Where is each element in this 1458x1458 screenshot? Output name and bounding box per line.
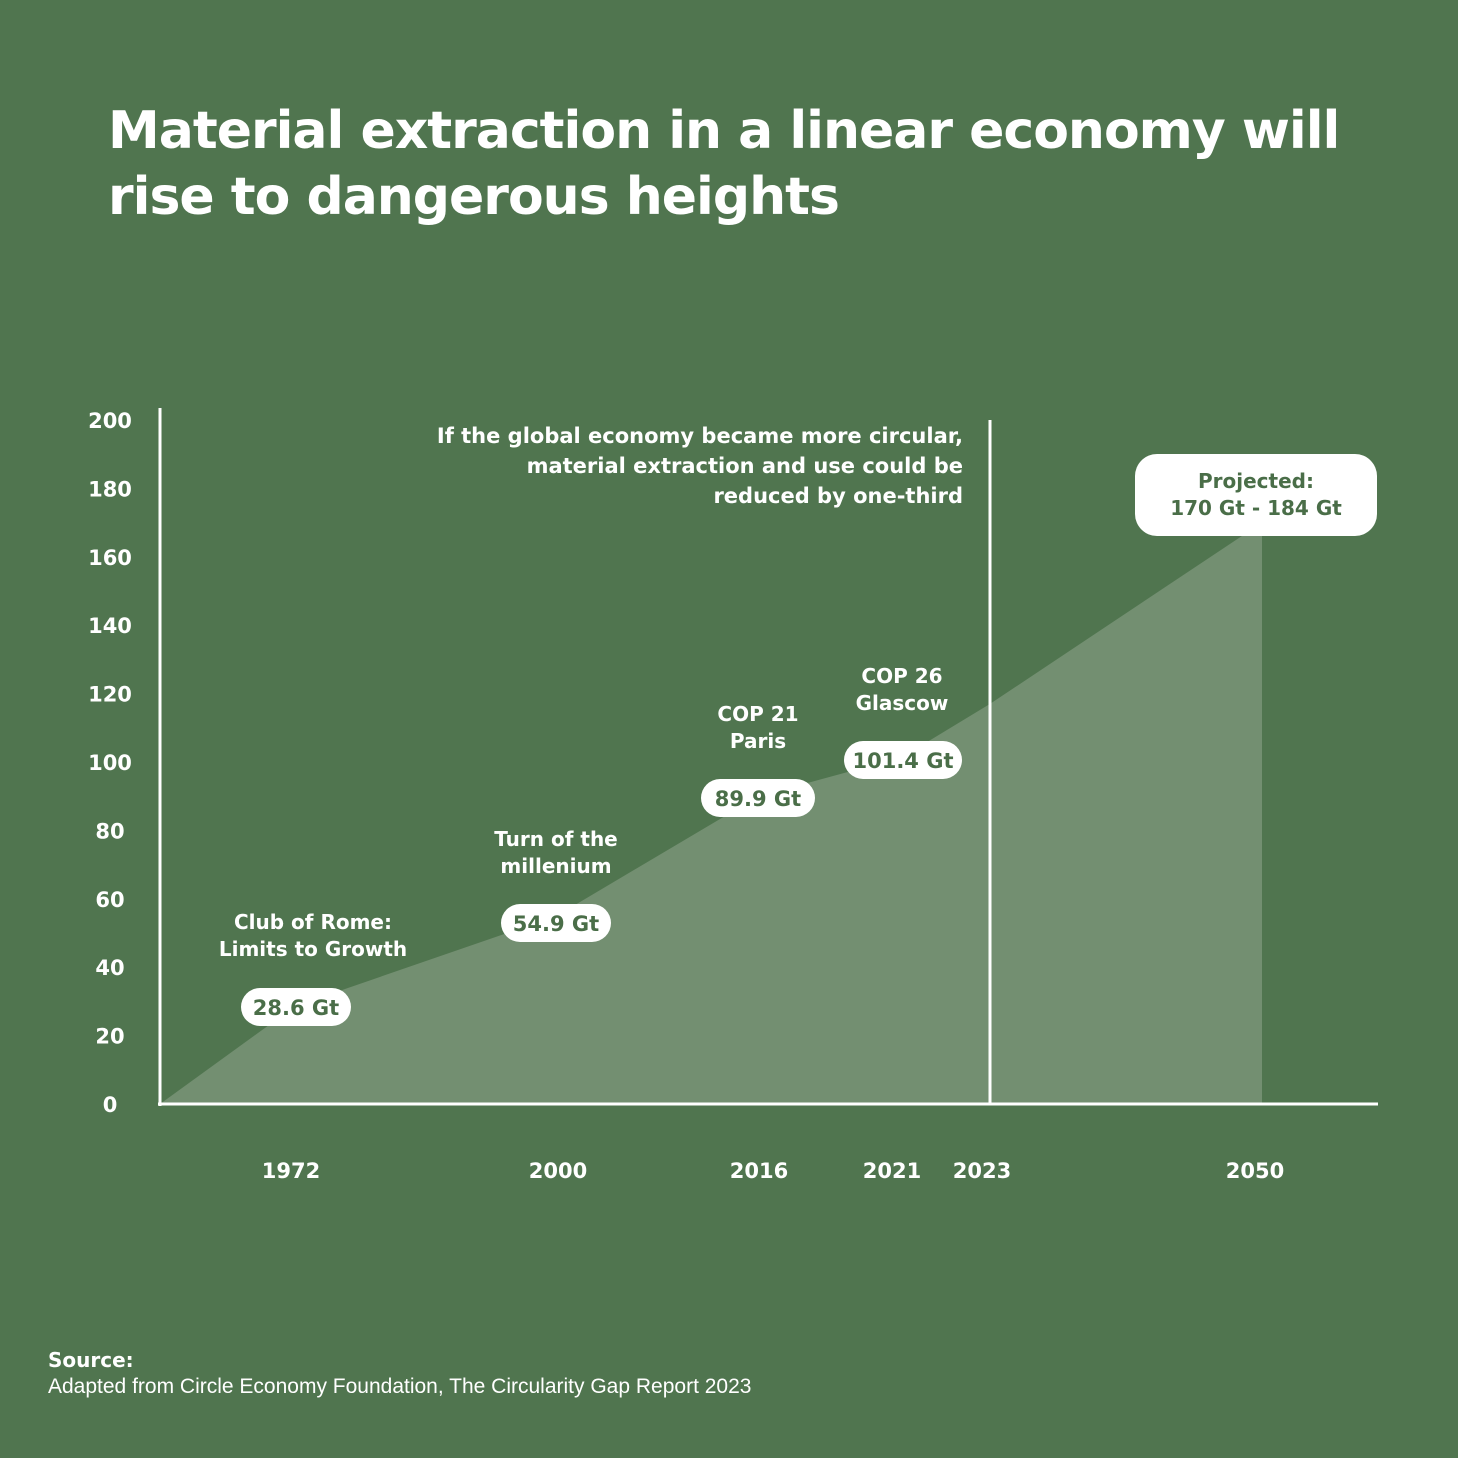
event-label: Club of Rome: xyxy=(234,910,392,934)
source-label: Source: xyxy=(48,1348,134,1372)
event-label: COP 26 xyxy=(861,664,942,688)
projection-label: Projected: xyxy=(1198,469,1314,493)
y-tick-label: 140 xyxy=(88,614,132,638)
x-tick-label: 1972 xyxy=(262,1159,320,1183)
y-tick-label: 40 xyxy=(95,956,124,980)
event-label: millenium xyxy=(500,854,611,878)
event-label: COP 21 xyxy=(717,702,798,726)
value-pill xyxy=(844,741,962,779)
x-tick-label: 2016 xyxy=(730,1159,788,1183)
event-label: Paris xyxy=(730,729,786,753)
value-label: 101.4 Gt xyxy=(852,749,953,773)
page-title: Material extraction in a linear economy … xyxy=(108,101,1340,227)
y-tick-label: 20 xyxy=(95,1025,124,1049)
y-tick-label: 120 xyxy=(88,683,132,707)
value-pill xyxy=(501,904,611,942)
y-tick-label: 200 xyxy=(88,409,132,433)
x-tick-label: 2000 xyxy=(529,1159,587,1183)
x-tick-label: 2023 xyxy=(953,1159,1011,1183)
y-tick-label: 0 xyxy=(103,1093,118,1117)
y-tick-label: 80 xyxy=(95,819,124,843)
projection-range: 170 Gt - 184 Gt xyxy=(1170,496,1342,520)
value-pill xyxy=(701,779,815,817)
value-pill xyxy=(241,988,351,1026)
value-label: 54.9 Gt xyxy=(513,912,599,936)
event-label: Limits to Growth xyxy=(219,937,407,961)
y-tick-label: 60 xyxy=(95,888,124,912)
divider-note: material extraction and use could be xyxy=(527,454,963,478)
value-label: 28.6 Gt xyxy=(253,996,339,1020)
y-tick-label: 160 xyxy=(88,546,132,570)
event-label: Turn of the xyxy=(494,827,618,851)
y-tick-label: 100 xyxy=(88,751,132,775)
projection-callout xyxy=(1135,454,1377,536)
area-series xyxy=(160,522,1262,1104)
event-label: Glascow xyxy=(856,691,949,715)
value-label: 89.9 Gt xyxy=(715,787,801,811)
divider-note: If the global economy became more circul… xyxy=(437,424,963,448)
source-text: Adapted from Circle Economy Foundation, … xyxy=(48,1375,752,1398)
x-tick-label: 2050 xyxy=(1226,1159,1284,1183)
y-tick-label: 180 xyxy=(88,477,132,501)
x-tick-label: 2021 xyxy=(863,1159,921,1183)
divider-note: reduced by one-third xyxy=(713,484,963,508)
